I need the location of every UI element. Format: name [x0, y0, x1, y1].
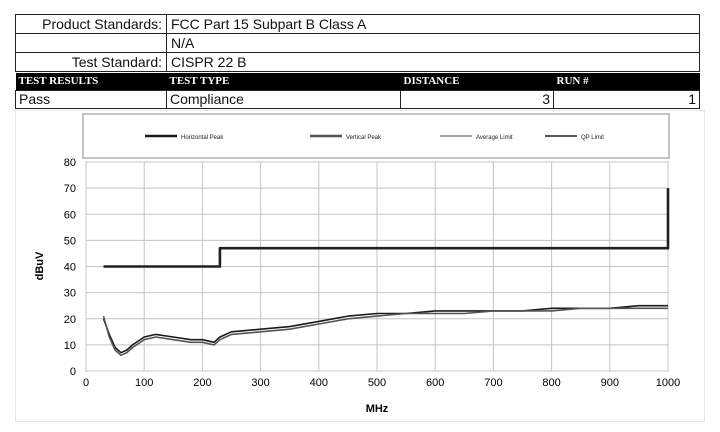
results-value-row: Pass Compliance 3 1 — [15, 90, 700, 109]
legend-label: Vertical Peak — [346, 135, 382, 141]
test-standard-row: Test Standard: CISPR 22 B — [15, 52, 700, 72]
run-header: RUN # — [553, 73, 700, 91]
legend-label: QP Limit — [581, 135, 604, 141]
distance-header: DISTANCE — [400, 73, 554, 91]
run-value: 1 — [553, 90, 700, 109]
x-tick-label: 600 — [426, 377, 444, 389]
na-row: N/A — [15, 33, 700, 53]
x-tick-label: 900 — [601, 377, 619, 389]
test-standard-value: CISPR 22 B — [166, 52, 700, 72]
y-tick-label: 70 — [64, 183, 76, 195]
y-tick-label: 50 — [64, 235, 76, 247]
series-line-0 — [102, 304, 668, 354]
results-header-row: TEST RESULTS TEST TYPE DISTANCE RUN # — [15, 73, 700, 91]
y-axis-label: dBuV — [34, 251, 46, 280]
x-tick-label: 200 — [193, 377, 211, 389]
product-standards-label: Product Standards: — [15, 14, 167, 34]
x-tick-label: 800 — [542, 377, 560, 389]
y-tick-label: 60 — [64, 209, 76, 221]
test-results-table: TEST RESULTS TEST TYPE DISTANCE RUN # Pa… — [15, 73, 700, 109]
x-axis-label: MHz — [366, 403, 389, 415]
series-line-1 — [102, 307, 668, 357]
y-tick-label: 30 — [64, 288, 76, 300]
distance-value: 3 — [400, 90, 554, 109]
test-result-value: Pass — [15, 90, 167, 109]
grid — [85, 161, 669, 372]
test-type-header: TEST TYPE — [166, 73, 401, 91]
test-results-header: TEST RESULTS — [15, 73, 167, 91]
emissions-chart: Horizontal Peak Vertical Peak Average Limi… — [15, 110, 705, 422]
y-tick-label: 0 — [70, 366, 76, 378]
x-tick-label: 400 — [310, 377, 328, 389]
y-tick-label: 40 — [64, 262, 76, 274]
y-tick-label: 80 — [64, 157, 76, 169]
test-standard-label: Test Standard: — [15, 52, 167, 72]
x-tick-label: 100 — [135, 377, 153, 389]
na-value: N/A — [166, 33, 700, 53]
x-tick-label: 1000 — [656, 377, 680, 389]
x-tick-label: 0 — [83, 377, 89, 389]
y-tick-label: 20 — [64, 314, 76, 326]
na-label — [15, 33, 167, 53]
x-tick-label: 700 — [484, 377, 502, 389]
product-info-table: Product Standards: FCC Part 15 Subpart B… — [15, 14, 700, 72]
series-line-3 — [103, 188, 670, 268]
series-group — [102, 188, 670, 357]
tick-labels: 0 100 200 300 400 500 600 700 800 900 1000 0 10 20 30 4… — [64, 157, 680, 389]
y-tick-label: 10 — [64, 340, 76, 352]
legend-label: Horizontal Peak — [181, 135, 224, 141]
product-standards-row: Product Standards: FCC Part 15 Subpart B… — [15, 14, 700, 34]
test-type-value: Compliance — [166, 90, 401, 109]
legend-label: Average Limit — [476, 135, 513, 141]
x-tick-label: 300 — [251, 377, 269, 389]
product-standards-value: FCC Part 15 Subpart B Class A — [166, 14, 700, 34]
x-tick-label: 500 — [368, 377, 386, 389]
legend: Horizontal Peak Vertical Peak Average Limi… — [145, 134, 604, 141]
